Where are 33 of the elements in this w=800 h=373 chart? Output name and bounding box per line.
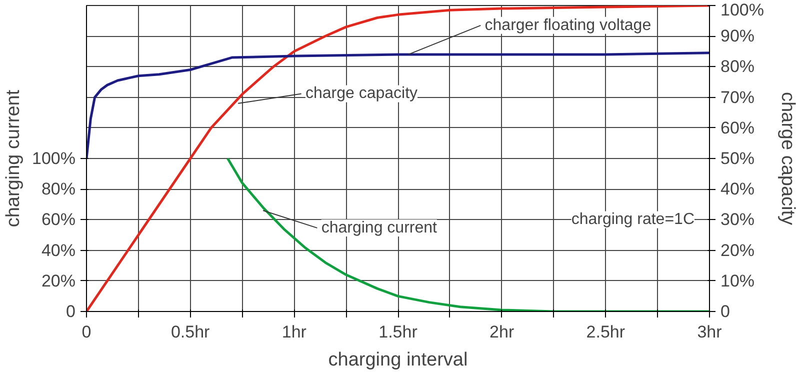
y-tick-label: 80% [41,180,76,199]
x-tick-label: 3hr [697,322,722,342]
y2-tick-label: 40% [720,180,755,199]
y2-tick-label: 70% [720,88,755,107]
y2-tick-label: 50% [720,149,755,168]
x-tick-label: 0 [82,322,92,342]
y2-tick-label: 80% [720,57,755,76]
x-tick-label: 2.5hr [586,322,626,342]
y2-tick-label: 90% [720,26,755,46]
x-tick-label: 2hr [490,322,514,342]
y2-tick-label: 60% [720,118,755,138]
x-tick-label: 0.5hr [170,322,210,342]
annotation: charging current [321,219,438,236]
x-axis-title: charging interval [328,350,468,370]
annotation: charging rate=1C [571,211,694,228]
y2-tick-label: 30% [720,210,755,230]
y2-axis-title: charge capacity [776,92,798,226]
y-tick-label: 40% [41,240,76,260]
x-tick-label: 1.5hr [378,322,418,342]
annotation: charger floating voltage [484,16,652,34]
line-series [86,52,710,160]
y-tick-label: 0 [66,302,76,321]
y-tick-label: 100% [32,149,76,168]
y2-tick-label: 0 [720,302,730,321]
y-tick-label: 20% [41,271,76,290]
y-tick-label: 60% [41,210,76,230]
y2-tick-label: 20% [720,240,755,260]
line-series [226,157,710,312]
y2-tick-label: 100% [720,0,764,20]
y-axis-title: charging current [3,89,24,228]
annotation: charge capacity [305,85,418,102]
y2-tick-label: 10% [720,271,755,290]
x-tick-label: 1hr [282,322,307,342]
